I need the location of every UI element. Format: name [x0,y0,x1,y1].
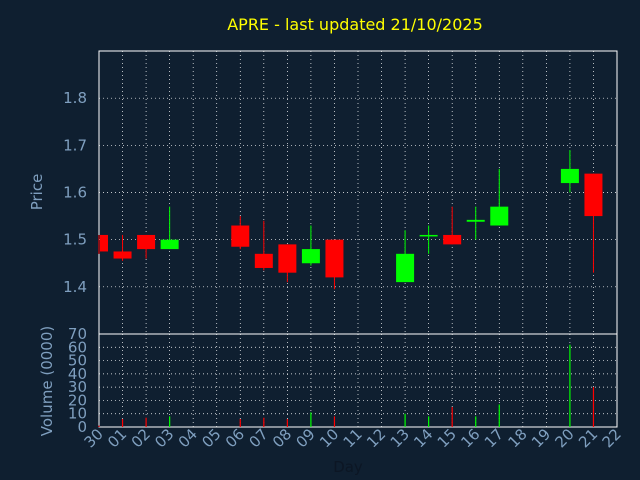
price-axis-label: Price [28,174,46,211]
candle-body [419,234,438,237]
candle-body [137,234,156,250]
candle-body [254,253,273,268]
volume-plot-area [98,333,618,428]
volume-tick-label: 70 [68,325,87,343]
price-tick-label: 1.7 [63,136,87,154]
price-plot-area [98,50,618,335]
price-panel: 1.4 1.5 1.6 1.7 1.8 [63,50,618,335]
volume-tick-label: 10 [68,405,87,423]
x-axis: 3001020304050607080910111213141516171819… [81,425,625,451]
candle-body [325,239,344,278]
volume-tick-label: 30 [68,378,87,396]
price-tick-label: 1.4 [63,278,87,296]
candle-body [231,225,250,247]
price-tick-label: 1.8 [63,89,87,107]
candle-body [466,219,485,222]
candle-body [301,249,320,264]
price-tick-label: 1.6 [63,184,87,202]
volume-tick-label: 20 [68,391,87,409]
candle-body [113,251,132,259]
x-axis-label: Day [333,458,363,476]
volume-tick-label: 0 [77,418,87,436]
chart-title: APRE - last updated 21/10/2025 [227,15,483,34]
candle-body [490,206,509,226]
candle-body [100,234,108,252]
candle-body [160,239,179,250]
candle-body [584,173,603,217]
candle-body [278,244,297,273]
volume-tick-label: 50 [68,352,87,370]
price-tick-label: 1.5 [63,231,87,249]
volume-tick-label: 40 [68,365,87,383]
candle-body [560,168,579,184]
volume-tick-label: 60 [68,338,87,356]
candle-body [396,253,415,283]
volume-axis-label: Volume (0000) [38,326,56,436]
candle-body [443,234,462,245]
